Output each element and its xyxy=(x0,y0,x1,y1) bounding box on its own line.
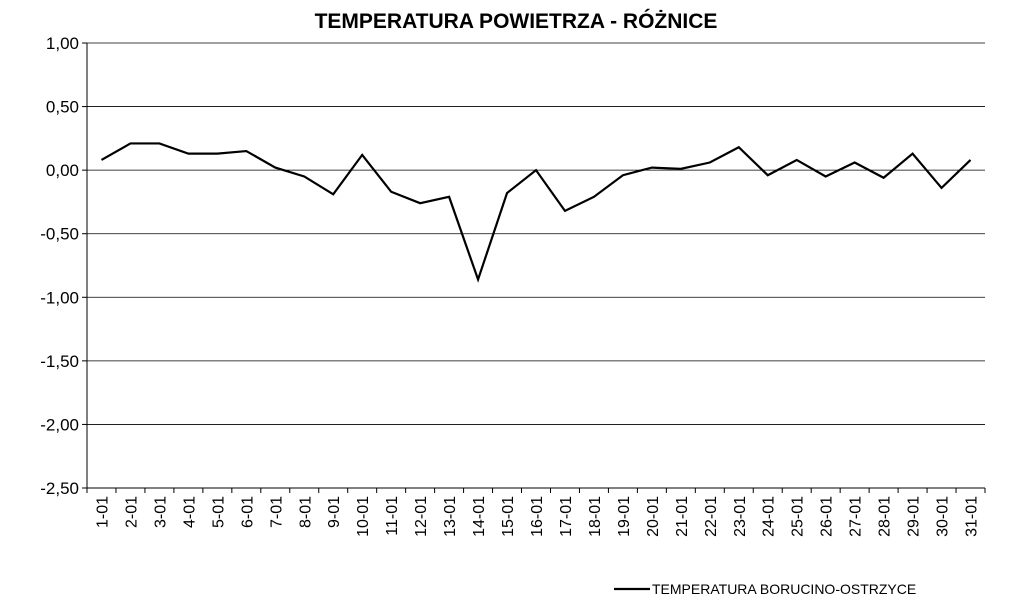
x-tick-label: 28-01 xyxy=(877,496,894,537)
x-tick-label: 23-01 xyxy=(732,496,749,537)
x-tick-label: 24-01 xyxy=(761,496,778,537)
x-tick-label: 11-01 xyxy=(384,496,401,536)
x-tick-label: 12-01 xyxy=(413,496,430,537)
x-tick-label: 19-01 xyxy=(616,496,633,537)
y-tick-label: -1,00 xyxy=(40,288,79,307)
x-tick-label: 27-01 xyxy=(848,496,865,537)
x-tick-label: 2-01 xyxy=(123,496,140,528)
x-tick-label: 6-01 xyxy=(239,496,256,528)
x-tick-label: 21-01 xyxy=(674,496,691,537)
data-line xyxy=(100,142,972,283)
y-tick-label: 0,50 xyxy=(46,98,79,117)
x-tick-label: 4-01 xyxy=(181,496,198,528)
x-tick-label: 9-01 xyxy=(326,496,343,528)
y-tick-label: 1,00 xyxy=(46,34,79,53)
x-tick-label: 16-01 xyxy=(529,496,546,537)
x-tick-label: 31-01 xyxy=(964,496,981,537)
x-tick-label: 8-01 xyxy=(297,496,314,528)
x-tick-label: 15-01 xyxy=(500,496,517,537)
x-tick-label: 25-01 xyxy=(790,496,807,537)
y-tick-label: -1,50 xyxy=(40,352,79,371)
x-tick-label: 20-01 xyxy=(645,496,662,537)
x-tick-label: 5-01 xyxy=(210,496,227,528)
x-tick-label: 1-01 xyxy=(94,496,111,528)
chart-title: TEMPERATURA POWIETRZA - RÓŻNICE xyxy=(315,9,718,33)
x-tick-label: 30-01 xyxy=(935,496,952,537)
x-tick-label: 17-01 xyxy=(558,496,575,537)
x-tick-label: 10-01 xyxy=(355,496,372,537)
x-tick-label: 13-01 xyxy=(442,496,459,537)
y-tick-label: -2,00 xyxy=(40,415,79,434)
x-tick-label: 3-01 xyxy=(152,496,169,528)
y-tick-label: 0,00 xyxy=(46,161,79,180)
x-tick-label: 29-01 xyxy=(906,496,923,537)
x-tick-label: 7-01 xyxy=(268,496,285,528)
x-tick-label: 22-01 xyxy=(703,496,720,537)
x-tick-label: 18-01 xyxy=(587,496,604,537)
legend-label: TEMPERATURA BORUCINO-OSTRZYCE xyxy=(652,581,916,597)
x-tick-label: 26-01 xyxy=(819,496,836,537)
y-tick-label: -0,50 xyxy=(40,225,79,244)
y-tick-label: -2,50 xyxy=(40,479,79,498)
x-tick-label: 14-01 xyxy=(471,496,488,537)
